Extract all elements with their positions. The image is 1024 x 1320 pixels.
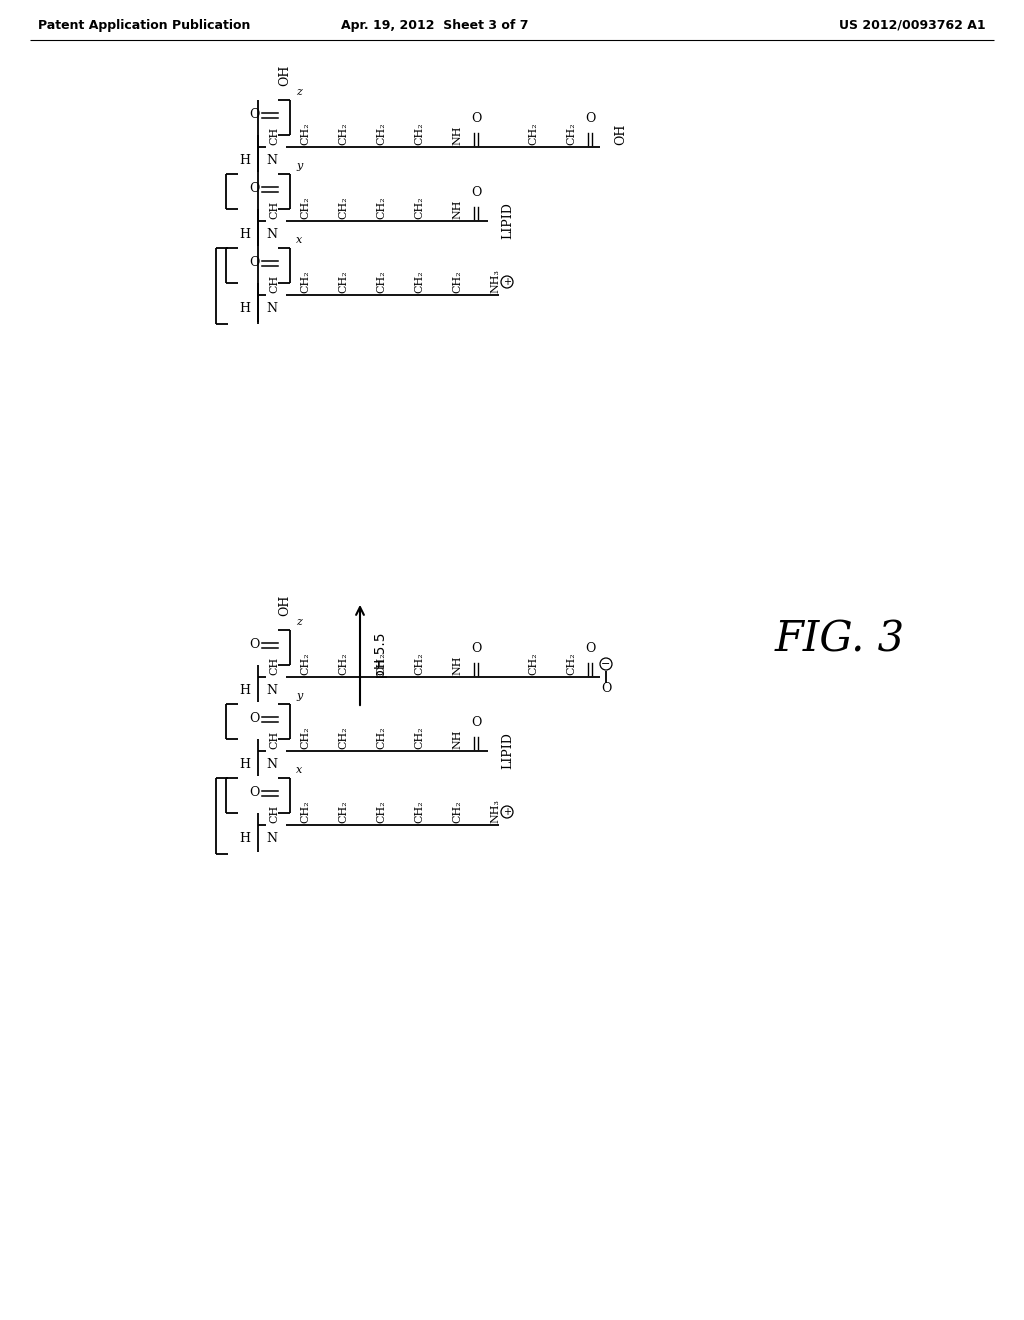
Text: LIPID: LIPID bbox=[501, 733, 514, 770]
Text: OH: OH bbox=[279, 65, 292, 86]
Text: CH: CH bbox=[269, 805, 279, 822]
Text: O: O bbox=[249, 713, 259, 726]
Text: CH₂: CH₂ bbox=[300, 123, 310, 145]
Text: NH₃: NH₃ bbox=[490, 269, 500, 293]
Text: −: − bbox=[601, 659, 610, 669]
Text: Patent Application Publication: Patent Application Publication bbox=[38, 18, 251, 32]
Text: CH₂: CH₂ bbox=[566, 123, 575, 145]
Text: H: H bbox=[239, 301, 250, 314]
Text: NH: NH bbox=[452, 199, 462, 219]
Text: Apr. 19, 2012  Sheet 3 of 7: Apr. 19, 2012 Sheet 3 of 7 bbox=[341, 18, 528, 32]
Text: O: O bbox=[601, 682, 611, 696]
Text: CH₂: CH₂ bbox=[414, 123, 424, 145]
Text: CH₂: CH₂ bbox=[376, 726, 386, 748]
Text: O: O bbox=[471, 112, 481, 125]
Text: OH: OH bbox=[614, 124, 627, 145]
Text: CH₂: CH₂ bbox=[338, 652, 348, 675]
Text: CH: CH bbox=[269, 275, 279, 293]
Text: O: O bbox=[471, 642, 481, 655]
Text: O: O bbox=[585, 642, 595, 655]
Text: NH: NH bbox=[452, 730, 462, 748]
Text: NH: NH bbox=[452, 656, 462, 675]
Text: CH₂: CH₂ bbox=[414, 726, 424, 748]
Text: CH₂: CH₂ bbox=[300, 197, 310, 219]
Text: O: O bbox=[585, 112, 595, 125]
Text: CH₂: CH₂ bbox=[300, 271, 310, 293]
Text: FIG. 3: FIG. 3 bbox=[775, 619, 905, 661]
Text: O: O bbox=[249, 182, 259, 195]
Text: CH₂: CH₂ bbox=[300, 652, 310, 675]
Text: x: x bbox=[296, 766, 302, 775]
Text: y: y bbox=[296, 161, 302, 172]
Text: CH: CH bbox=[269, 127, 279, 145]
Text: H: H bbox=[239, 832, 250, 845]
Text: CH: CH bbox=[269, 731, 279, 748]
Text: N: N bbox=[266, 832, 278, 845]
Text: H: H bbox=[239, 227, 250, 240]
Text: US 2012/0093762 A1: US 2012/0093762 A1 bbox=[840, 18, 986, 32]
Text: O: O bbox=[249, 256, 259, 269]
Text: CH₂: CH₂ bbox=[376, 652, 386, 675]
Text: N: N bbox=[266, 684, 278, 697]
Text: OH: OH bbox=[279, 594, 292, 616]
Text: CH₂: CH₂ bbox=[376, 123, 386, 145]
Text: CH₂: CH₂ bbox=[528, 652, 538, 675]
Text: CH₂: CH₂ bbox=[338, 800, 348, 822]
Text: NH₃: NH₃ bbox=[490, 799, 500, 822]
Text: CH₂: CH₂ bbox=[338, 123, 348, 145]
Text: z: z bbox=[296, 87, 302, 96]
Text: O: O bbox=[249, 787, 259, 800]
Text: y: y bbox=[296, 690, 302, 701]
Text: CH₂: CH₂ bbox=[338, 197, 348, 219]
Text: +: + bbox=[503, 277, 511, 286]
Text: H: H bbox=[239, 153, 250, 166]
Text: O: O bbox=[249, 639, 259, 652]
Text: NH: NH bbox=[452, 125, 462, 145]
Text: CH₂: CH₂ bbox=[338, 271, 348, 293]
Text: O: O bbox=[471, 715, 481, 729]
Text: CH₂: CH₂ bbox=[414, 271, 424, 293]
Text: pH 5.5: pH 5.5 bbox=[374, 632, 388, 677]
Text: N: N bbox=[266, 227, 278, 240]
Text: z: z bbox=[296, 616, 302, 627]
Text: x: x bbox=[296, 235, 302, 246]
Text: CH₂: CH₂ bbox=[376, 271, 386, 293]
Text: CH₂: CH₂ bbox=[566, 652, 575, 675]
Text: N: N bbox=[266, 153, 278, 166]
Text: O: O bbox=[471, 186, 481, 199]
Text: CH₂: CH₂ bbox=[414, 197, 424, 219]
Text: N: N bbox=[266, 301, 278, 314]
Text: CH₂: CH₂ bbox=[414, 652, 424, 675]
Text: H: H bbox=[239, 758, 250, 771]
Text: CH₂: CH₂ bbox=[528, 123, 538, 145]
Text: N: N bbox=[266, 758, 278, 771]
Text: CH₂: CH₂ bbox=[452, 800, 462, 822]
Text: CH: CH bbox=[269, 201, 279, 219]
Text: CH₂: CH₂ bbox=[300, 800, 310, 822]
Text: CH₂: CH₂ bbox=[376, 197, 386, 219]
Text: CH₂: CH₂ bbox=[452, 271, 462, 293]
Text: O: O bbox=[249, 108, 259, 121]
Text: LIPID: LIPID bbox=[501, 202, 514, 239]
Text: +: + bbox=[503, 807, 511, 817]
Text: CH: CH bbox=[269, 657, 279, 675]
Text: H: H bbox=[239, 684, 250, 697]
Text: CH₂: CH₂ bbox=[300, 726, 310, 748]
Text: CH₂: CH₂ bbox=[414, 800, 424, 822]
Text: CH₂: CH₂ bbox=[338, 726, 348, 748]
Text: CH₂: CH₂ bbox=[376, 800, 386, 822]
